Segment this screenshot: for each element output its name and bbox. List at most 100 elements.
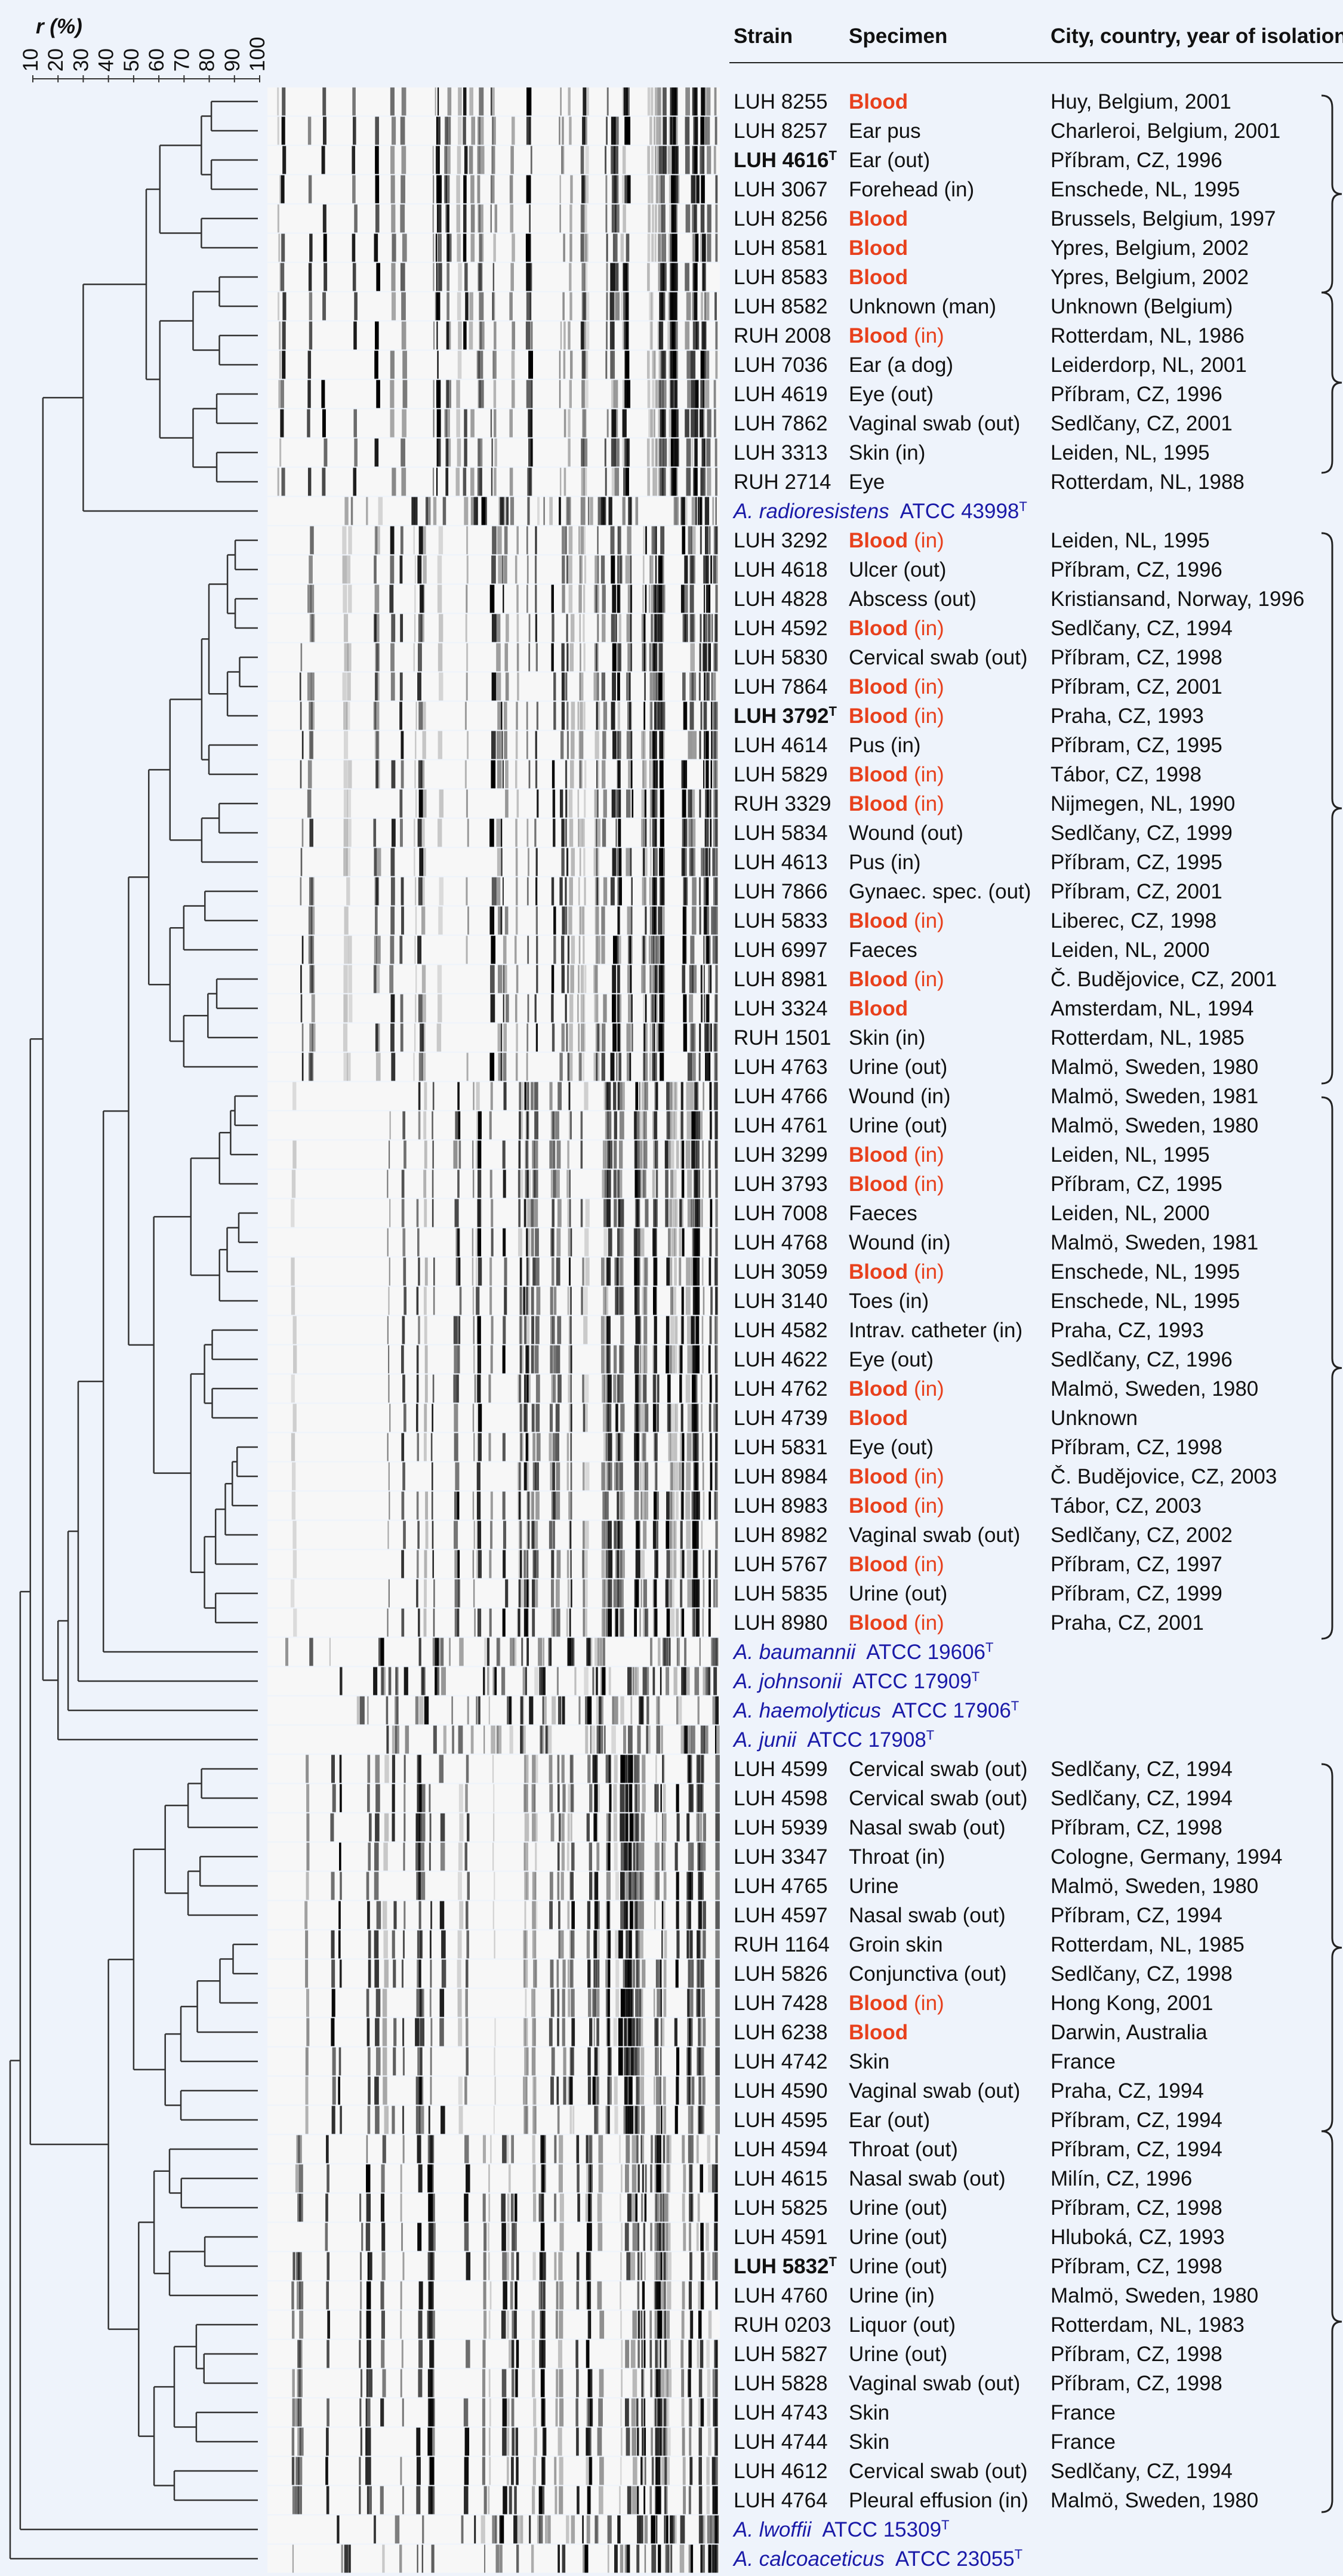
gel-band <box>583 1609 587 1637</box>
gel-band <box>329 1638 331 1666</box>
gel-band <box>402 88 406 116</box>
gel-band <box>581 234 584 262</box>
gel-band <box>584 1667 588 1695</box>
gel-band <box>683 907 686 935</box>
gel-band <box>618 790 621 818</box>
gel-band <box>281 176 285 204</box>
gel-band <box>504 1082 507 1110</box>
gel-band <box>432 1199 434 1227</box>
gel-band <box>445 468 448 496</box>
gel-band <box>466 2340 470 2368</box>
gel-band <box>516 731 518 759</box>
gel-band <box>692 1433 696 1461</box>
gel-band <box>695 234 699 262</box>
gel-band <box>669 439 672 467</box>
gel-band <box>464 2194 468 2222</box>
gel-band <box>626 2048 629 2076</box>
gel-band <box>291 1580 294 1608</box>
gel-band <box>663 380 667 408</box>
gel-band <box>561 644 564 672</box>
gel-band <box>349 2545 351 2573</box>
gel-band <box>556 1346 560 1374</box>
gel-band <box>291 1375 295 1403</box>
gel-band <box>403 1258 406 1286</box>
gel-band <box>429 2399 434 2427</box>
gel-band <box>543 1638 544 1666</box>
gel-band <box>590 2165 593 2193</box>
gel-band <box>483 2223 486 2251</box>
gel-band <box>457 293 461 321</box>
specimen: Blood(in) <box>849 704 944 728</box>
gel-band <box>349 995 352 1023</box>
gel-band <box>375 176 380 204</box>
gel-band <box>593 2077 596 2105</box>
gel-band <box>642 2165 644 2193</box>
gel-band <box>366 2282 368 2310</box>
gel-band <box>618 1433 621 1461</box>
gel-band <box>457 1960 461 1988</box>
gel-band <box>691 1141 695 1169</box>
gel-band <box>704 995 705 1023</box>
type-mark: T <box>972 1669 979 1684</box>
gel-band <box>426 1521 429 1549</box>
gel-band <box>531 1287 534 1315</box>
gel-band <box>559 2223 563 2251</box>
gel-band <box>650 556 653 584</box>
gel-band <box>306 1989 309 2017</box>
gel-band <box>673 234 675 262</box>
gel-band <box>651 2428 653 2456</box>
gel-band <box>559 1931 561 1959</box>
gel-band <box>618 1931 623 1959</box>
gel-band <box>499 1638 500 1666</box>
gel-band <box>390 410 395 438</box>
strain: LUH 8256 <box>734 207 828 230</box>
gel-band <box>651 907 654 935</box>
gel-band <box>710 1316 712 1344</box>
gel-band <box>438 234 442 262</box>
gel-band <box>497 761 502 789</box>
gel-band <box>644 673 646 701</box>
gel-band <box>402 2106 404 2134</box>
gel-band <box>375 878 380 906</box>
gel-band <box>689 2077 691 2105</box>
gel-band <box>655 439 657 467</box>
specimen-name: Wound (in) <box>849 1085 951 1108</box>
gel-band <box>476 1375 480 1403</box>
gel-band <box>630 556 632 584</box>
gel-band <box>549 1141 552 1169</box>
gel-band <box>672 1550 676 1578</box>
gel-band <box>654 1843 655 1871</box>
gel-band <box>714 2428 718 2456</box>
gel-band <box>383 2077 387 2105</box>
gel-band <box>642 1960 645 1988</box>
gel-band <box>627 965 632 993</box>
specimen: Vaginal swab (out) <box>849 412 1020 435</box>
gel-band <box>278 468 279 496</box>
strain-id: LUH 3299 <box>734 1143 828 1167</box>
gel-band <box>551 1814 555 1842</box>
origin: Ypres, Belgium, 2002 <box>1051 266 1249 289</box>
gel-band <box>605 351 607 379</box>
gel-band <box>611 556 615 584</box>
gel-band <box>630 2106 634 2134</box>
gel-band <box>535 1843 537 1871</box>
gel-band <box>610 351 615 379</box>
gel-band <box>620 1258 624 1286</box>
gel-band <box>634 2048 637 2076</box>
gel-band <box>421 1814 426 1842</box>
gel-band <box>621 1843 626 1871</box>
gel-band <box>401 761 404 789</box>
gel-band <box>403 1843 405 1871</box>
gel-band <box>571 1229 572 1257</box>
gel-band <box>302 819 304 847</box>
gel-band <box>656 790 658 818</box>
gel-band <box>425 1375 428 1403</box>
gel-band <box>571 2516 575 2544</box>
gel-band <box>550 1463 553 1491</box>
gel-band <box>393 2048 396 2076</box>
gel-band <box>617 556 618 584</box>
gel-band <box>506 614 509 642</box>
gel-band <box>353 468 356 496</box>
gel-band <box>654 2194 659 2222</box>
gel-band <box>689 2223 691 2251</box>
